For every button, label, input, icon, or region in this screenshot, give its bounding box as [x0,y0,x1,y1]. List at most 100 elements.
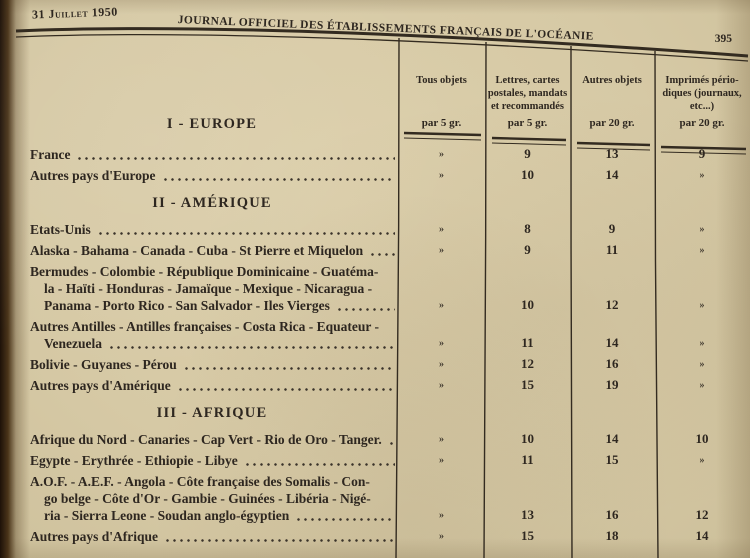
rate-value: 11 [521,335,534,350]
table-row-label: Afrique du Nord - Canaries - Cap Vert - … [26,431,398,452]
journal-title: JOURNAL OFFICIEL DES ÉTABLISSEMENTS FRAN… [177,14,594,43]
dotted-leader [369,252,395,257]
rate-value: 10 [521,297,534,312]
dotted-leader [176,387,395,392]
label-text: Autres pays d'Afrique [30,529,159,544]
label-text: Alaska - Bahama - Canada - Cuba - St Pie… [30,243,364,258]
label-line: Bermudes - Colombie - République Dominic… [30,263,398,280]
dotted-leader [387,441,395,446]
rate-value: 13 [521,507,534,522]
rate-value: » [699,170,705,181]
table-row-label: Etats-Unis [26,221,398,242]
column-header: Imprimés pério-diques (journaux, etc...) p… [654,60,750,146]
label-line: Afrique du Nord - Canaries - Cap Vert - … [30,431,398,448]
label-text: la - Haïti - Honduras - Jamaïque - Mexiq… [44,281,373,296]
label-text: go belge - Côte d'Or - Gambie - Guinées … [44,491,371,506]
dotted-leader [76,156,395,161]
rate-value: » [439,510,444,521]
rate-value: 15 [605,452,619,467]
rate-value: 14 [605,335,619,350]
table-row-label: Bolivie - Guyanes - Pérou [26,356,398,377]
rate-value: » [439,245,444,256]
column-header-unit: par 5 gr. [507,117,548,129]
rate-value: 14 [605,167,619,182]
dotted-leader [182,366,395,371]
label-text: ria - Sierra Leone - Soudan anglo-égypti… [44,508,290,523]
rate-value: 10 [521,431,534,446]
rate-value: » [439,170,444,181]
label-line: Autres Antilles - Antilles françaises - … [30,318,398,335]
empty-cell [485,188,570,221]
rate-value: » [699,380,705,391]
dotted-leader [243,462,395,467]
empty-cell [570,398,654,431]
empty-cell [654,398,750,431]
rate-value: 15 [521,377,534,392]
label-text: Bolivie - Guyanes - Pérou [30,357,177,372]
section-heading-row: III - AFRIQUE [26,398,398,431]
section-heading: I - EUROPE [166,116,258,132]
rate-value: 12 [521,356,534,371]
table-row-label: France [26,146,398,167]
rate-value: » [439,531,444,542]
rate-value: 16 [605,507,619,522]
rate-value: » [439,338,444,349]
rate-value: » [439,149,444,160]
label-text: Autres pays d'Europe [30,168,156,183]
label-line: France [30,146,398,163]
label-line: Autres pays d'Afrique [30,528,398,545]
label-line: go belge - Côte d'Or - Gambie - Guinées … [30,490,398,507]
rate-value: » [439,455,444,466]
label-line: Panama - Porto Rico - San Salvador - Ile… [30,297,398,314]
column-header: Autres objets par 20 gr. [570,60,654,146]
rate-value: 16 [605,356,619,371]
rate-value: » [699,245,705,256]
label-line: Egypte - Erythrée - Ethiopie - Libye [30,452,398,469]
issue-date: 31 Juillet 1950 [31,4,118,22]
table-row-label: Alaska - Bahama - Canada - Cuba - St Pie… [26,242,398,263]
table-row-label: Autres pays d'Amérique [26,377,398,398]
label-line: la - Haïti - Honduras - Jamaïque - Mexiq… [30,280,398,297]
rate-value: 19 [605,377,619,392]
column-header: Tous objets par 5 gr. [398,60,485,146]
label-line: Venezuela [30,335,398,352]
table-row-label: Egypte - Erythrée - Ethiopie - Libye [26,452,398,473]
rate-value: » [439,380,444,391]
column-header-title-line: Imprimés pério- [665,75,739,86]
rate-value: » [439,359,444,370]
rate-value: 10 [521,167,534,182]
label-text: A.O.F. - A.E.F. - Angola - Côte français… [30,474,370,489]
rate-value: 9 [524,146,531,161]
label-line: Alaska - Bahama - Canada - Cuba - St Pie… [30,242,398,259]
dotted-leader [164,538,395,543]
dotted-leader [161,177,395,182]
section-heading-europe: I - EUROPE [26,60,398,146]
section-heading: III - AFRIQUE [156,405,268,421]
column-header-unit: par 20 gr. [589,117,635,129]
rate-value: » [699,224,705,235]
label-text: Bermudes - Colombie - République Dominic… [30,264,379,279]
rate-value: 12 [695,507,709,522]
page-number: 395 [714,33,732,45]
rate-value: 10 [695,431,709,446]
rate-value: 9 [698,146,706,161]
label-line: ria - Sierra Leone - Soudan anglo-égypti… [30,507,398,524]
label-line: A.O.F. - A.E.F. - Angola - Côte français… [30,473,398,490]
empty-cell [398,398,485,431]
label-text: Afrique du Nord - Canaries - Cap Vert - … [30,432,382,447]
rate-value: 13 [605,146,619,161]
column-header: Lettres, cartes postales, mandats et recom… [485,60,570,146]
column-header-title-line: postales, mandats [487,88,568,99]
rate-value: » [439,224,444,235]
rate-value: » [699,455,705,466]
table-row-label: Autres pays d'Afrique [26,528,398,549]
column-header-title-line: Autres objets [582,75,642,86]
empty-cell [654,188,750,221]
label-text: Venezuela [44,336,102,351]
rate-value: 8 [524,221,531,236]
column-header-unit: par 20 gr. [679,117,725,129]
label-text: France [30,147,71,162]
label-text: Autres pays d'Amérique [30,378,171,393]
dotted-leader [335,307,395,312]
